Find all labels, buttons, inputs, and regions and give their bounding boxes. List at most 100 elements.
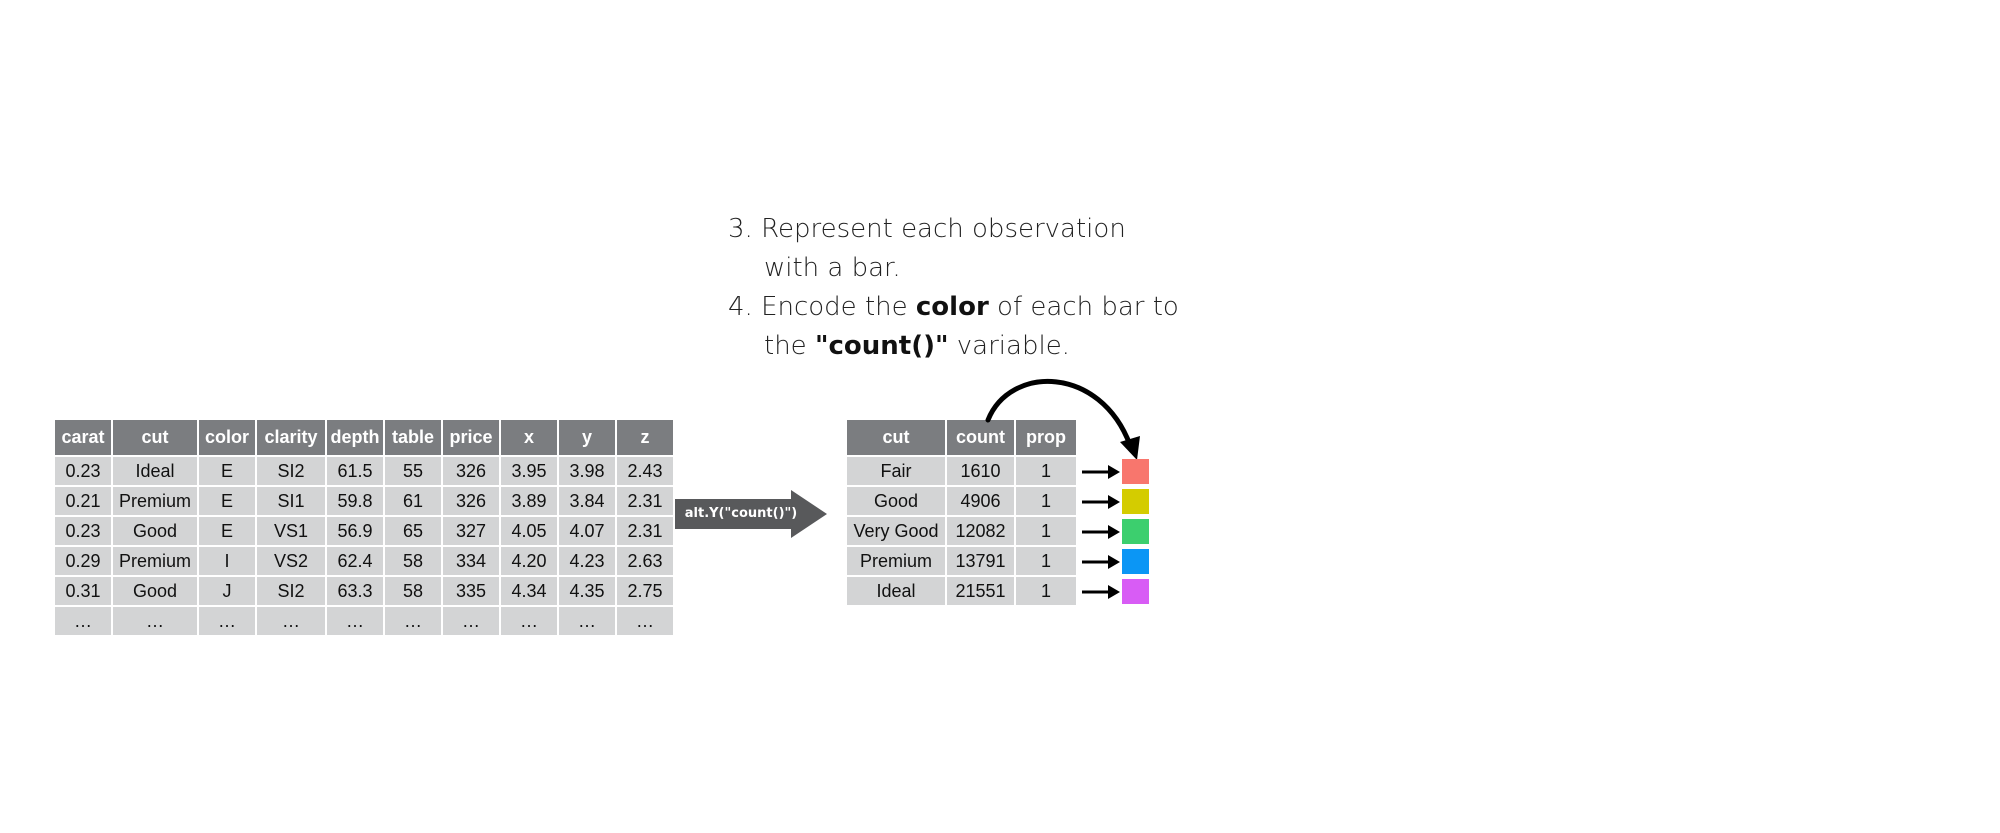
table-row: 0.29 Premium I VS2 62.4 58 334 4.20 4.23… bbox=[55, 547, 673, 577]
column-header: prop bbox=[1016, 420, 1076, 457]
table-row: 0.21 Premium E SI1 59.8 61 326 3.89 3.84… bbox=[55, 487, 673, 517]
table-row: 0.23 Ideal E SI2 61.5 55 326 3.95 3.98 2… bbox=[55, 457, 673, 487]
table-row: 0.23 Good E VS1 56.9 65 327 4.05 4.07 2.… bbox=[55, 517, 673, 547]
table-cell: 4.35 bbox=[559, 577, 617, 607]
table-cell: SI1 bbox=[257, 487, 327, 517]
table-cell: 21551 bbox=[947, 577, 1016, 607]
color-swatch-2 bbox=[1122, 519, 1149, 544]
table-cell: 0.23 bbox=[55, 457, 113, 487]
step-4-text: of each bar to bbox=[988, 292, 1179, 322]
table-row: Very Good 12082 1 bbox=[847, 517, 1076, 547]
column-header: cut bbox=[847, 420, 947, 457]
table-row: Fair 1610 1 bbox=[847, 457, 1076, 487]
arrow-right-icon bbox=[1082, 465, 1120, 479]
table-cell: 1 bbox=[1016, 517, 1076, 547]
table-cell: 56.9 bbox=[327, 517, 385, 547]
table-cell: … bbox=[385, 607, 443, 637]
table-cell: 4.34 bbox=[501, 577, 559, 607]
table-cell: Very Good bbox=[847, 517, 947, 547]
table-cell: 61 bbox=[385, 487, 443, 517]
table-cell: … bbox=[113, 607, 199, 637]
table-cell: … bbox=[443, 607, 501, 637]
table-cell: 326 bbox=[443, 487, 501, 517]
table-row-ellipsis: … … … … … … … … … … bbox=[55, 607, 673, 637]
instruction-steps: 3. Represent each observation with a bar… bbox=[728, 210, 1179, 366]
table-cell: 334 bbox=[443, 547, 501, 577]
table-cell: SI2 bbox=[257, 577, 327, 607]
table-cell: 4.23 bbox=[559, 547, 617, 577]
table-cell: 55 bbox=[385, 457, 443, 487]
table-row: Good 4906 1 bbox=[847, 487, 1076, 517]
table-cell: 4906 bbox=[947, 487, 1016, 517]
arrow-right-icon bbox=[1082, 555, 1120, 569]
step-3-line-1: 3. Represent each observation bbox=[728, 214, 1126, 244]
table-cell: VS2 bbox=[257, 547, 327, 577]
table-cell: 0.31 bbox=[55, 577, 113, 607]
table-cell: Fair bbox=[847, 457, 947, 487]
table-cell: E bbox=[199, 457, 257, 487]
table-cell: 1 bbox=[1016, 457, 1076, 487]
table-cell: 59.8 bbox=[327, 487, 385, 517]
table-cell: 62.4 bbox=[327, 547, 385, 577]
table-cell: 65 bbox=[385, 517, 443, 547]
color-swatch-3 bbox=[1122, 549, 1149, 574]
table-cell: … bbox=[501, 607, 559, 637]
table-cell: 63.3 bbox=[327, 577, 385, 607]
table-row: 0.31 Good J SI2 63.3 58 335 4.34 4.35 2.… bbox=[55, 577, 673, 607]
arrow-right-icon bbox=[1082, 585, 1120, 599]
swatch-row-3 bbox=[1080, 548, 1150, 576]
column-header: color bbox=[199, 420, 257, 457]
table-cell: SI2 bbox=[257, 457, 327, 487]
count-table: cut count prop Fair 1610 1 Good 4906 1 V… bbox=[847, 420, 1076, 607]
table-cell: 2.31 bbox=[617, 517, 673, 547]
step-3-line-2: with a bar. bbox=[764, 253, 901, 283]
table-cell: … bbox=[257, 607, 327, 637]
table-cell: VS1 bbox=[257, 517, 327, 547]
table-cell: 2.43 bbox=[617, 457, 673, 487]
table-cell: 326 bbox=[443, 457, 501, 487]
column-header: y bbox=[559, 420, 617, 457]
table-cell: 1 bbox=[1016, 487, 1076, 517]
table-cell: Ideal bbox=[847, 577, 947, 607]
table-cell: 335 bbox=[443, 577, 501, 607]
table-cell: 61.5 bbox=[327, 457, 385, 487]
table-cell: … bbox=[617, 607, 673, 637]
step-4-text: variable. bbox=[948, 331, 1070, 361]
color-swatch-4 bbox=[1122, 579, 1149, 604]
step-3: 3. Represent each observation with a bar… bbox=[728, 210, 1179, 288]
color-swatch-0 bbox=[1122, 459, 1149, 484]
column-header: carat bbox=[55, 420, 113, 457]
column-header: count bbox=[947, 420, 1016, 457]
color-swatch-1 bbox=[1122, 489, 1149, 514]
step-4-line-2: the "count()" variable. bbox=[728, 327, 1179, 366]
table-header-row: cut count prop bbox=[847, 420, 1076, 457]
column-header: x bbox=[501, 420, 559, 457]
table-cell: 58 bbox=[385, 577, 443, 607]
table-cell: … bbox=[559, 607, 617, 637]
diamonds-table: carat cut color clarity depth table pric… bbox=[55, 420, 673, 637]
table-cell: 3.89 bbox=[501, 487, 559, 517]
table-cell: 4.20 bbox=[501, 547, 559, 577]
table-cell: 0.21 bbox=[55, 487, 113, 517]
table-cell: Premium bbox=[113, 547, 199, 577]
swatch-row-0 bbox=[1080, 458, 1150, 486]
curved-arrow-icon bbox=[985, 378, 1140, 460]
table-cell: Good bbox=[113, 517, 199, 547]
swatch-row-2 bbox=[1080, 518, 1150, 546]
arrow-right-icon bbox=[1082, 525, 1120, 539]
table-cell: 2.31 bbox=[617, 487, 673, 517]
table-cell: E bbox=[199, 487, 257, 517]
table-cell: J bbox=[199, 577, 257, 607]
table-cell: 3.95 bbox=[501, 457, 559, 487]
table-cell: Good bbox=[113, 577, 199, 607]
table-cell: 0.23 bbox=[55, 517, 113, 547]
table-cell: 4.05 bbox=[501, 517, 559, 547]
column-header: cut bbox=[113, 420, 199, 457]
table-cell: … bbox=[327, 607, 385, 637]
table-cell: … bbox=[55, 607, 113, 637]
swatch-row-4 bbox=[1080, 578, 1150, 606]
transform-label: alt.Y("count()") bbox=[684, 506, 798, 521]
transform-arrow-icon bbox=[675, 490, 827, 538]
table-cell: 1 bbox=[1016, 577, 1076, 607]
table-cell: 2.75 bbox=[617, 577, 673, 607]
